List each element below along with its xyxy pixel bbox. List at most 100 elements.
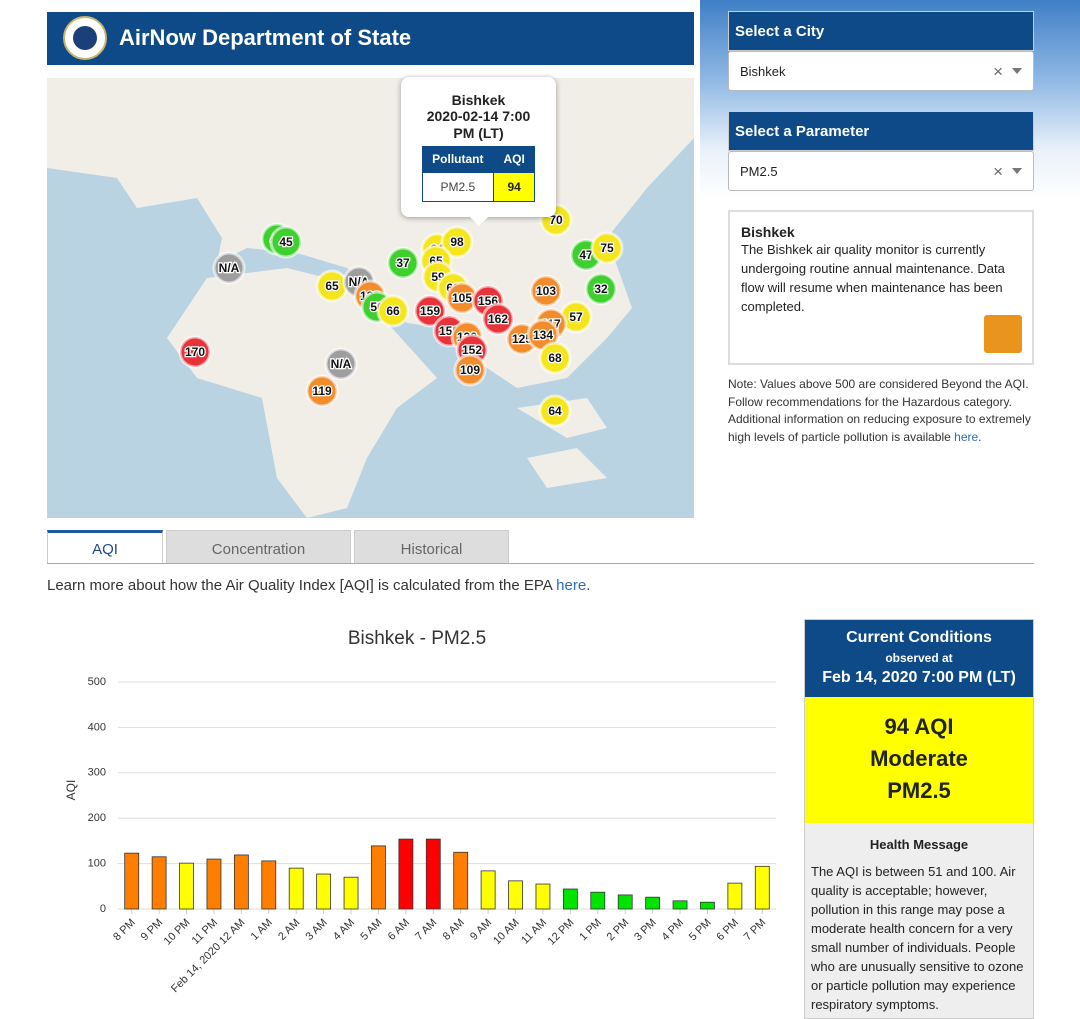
cc-header: Current Conditions observed at Feb 14, 2… (805, 620, 1033, 697)
city-select[interactable]: Bishkek × (728, 51, 1034, 91)
note-link[interactable]: here (954, 429, 979, 444)
bar (617, 894, 633, 910)
map-marker[interactable] (529, 274, 563, 308)
bar (151, 856, 167, 910)
map-marker[interactable] (269, 225, 303, 259)
marker-label: 170 (185, 345, 205, 359)
marker-label: 103 (536, 284, 556, 298)
x-tick-label: 4 PM (660, 917, 687, 944)
cc-health: Health Message The AQI is between 51 and… (805, 823, 1033, 1018)
bar (316, 873, 332, 910)
info-title: Bishkek (741, 224, 795, 240)
land-africa (167, 268, 437, 518)
map-marker[interactable] (538, 394, 572, 428)
map-marker[interactable] (305, 374, 339, 408)
map-marker[interactable] (481, 302, 515, 336)
bar (590, 891, 606, 910)
marker-label: 65 (325, 279, 339, 293)
marker-label: 37 (396, 256, 410, 270)
x-tick-label: 1 AM (249, 917, 275, 943)
map-marker[interactable] (538, 341, 572, 375)
map-marker[interactable] (440, 225, 474, 259)
cc-aqi-box: 94 AQI Moderate PM2.5 (805, 697, 1033, 823)
tab[interactable]: AQI (47, 530, 163, 563)
map-marker[interactable] (178, 335, 212, 369)
bar (535, 883, 551, 910)
marker-label: 32 (594, 282, 608, 296)
epa-link[interactable]: here (556, 577, 587, 594)
bar (179, 862, 194, 910)
map[interactable]: 4445N/A3764986559697047753210365N/A12250… (47, 78, 694, 518)
x-tick-label: 12 PM (546, 917, 577, 948)
x-tick-label: 7 AM (413, 917, 439, 943)
map-marker[interactable] (386, 246, 420, 280)
bar (233, 854, 249, 910)
popup-cell: PM2.5 (421, 172, 494, 202)
x-tick-label: 6 AM (386, 917, 412, 943)
bar (206, 858, 222, 910)
tab[interactable]: Concentration (166, 530, 351, 563)
bar (508, 880, 523, 910)
bar (288, 867, 304, 910)
info-box: Bishkek The Bishkek air quality monitor i… (728, 210, 1034, 365)
marker-label: 105 (452, 291, 472, 305)
marker-label: 57 (569, 310, 583, 324)
land-islands (517, 398, 607, 488)
x-tick-label: 8 PM (111, 917, 138, 944)
current-conditions: Current Conditions observed at Feb 14, 2… (804, 619, 1034, 1019)
tab[interactable]: Historical (354, 530, 509, 563)
marker-label: 75 (600, 241, 614, 255)
map-marker[interactable] (324, 347, 358, 381)
marker-label: 162 (488, 312, 508, 326)
popup-tip (469, 216, 489, 226)
bar (453, 851, 469, 910)
marker-label: 47 (579, 248, 593, 262)
x-tick-label: 7 PM (742, 917, 769, 944)
marker-label: 159 (420, 304, 440, 318)
x-tick-label: 1 PM (577, 917, 604, 944)
info-text: The Bishkek air quality monitor is curre… (741, 242, 1005, 314)
bar (425, 838, 441, 910)
bar (754, 865, 770, 910)
map-marker[interactable] (212, 251, 246, 285)
cc-title: Current Conditions (846, 629, 992, 646)
marker-label: 109 (460, 363, 480, 377)
cc-observed: observed at (885, 651, 953, 665)
marker-label: N/A (219, 261, 240, 275)
header-title: AirNow Department of State (119, 25, 412, 50)
bar (480, 870, 496, 910)
x-tick-label: 10 PM (162, 917, 193, 948)
x-tick-label: 3 PM (632, 917, 659, 944)
city-heading: Select a City (728, 11, 1034, 51)
marker-label: 45 (279, 235, 293, 249)
y-tick-label: 300 (88, 767, 106, 779)
marker-label: 98 (450, 235, 464, 249)
bar (727, 882, 743, 910)
x-tick-label: 3 AM (304, 917, 330, 943)
popup-col: Pollutant (422, 146, 494, 173)
epa-end: . (586, 577, 591, 594)
tab-rule (47, 563, 1034, 564)
clear-button[interactable]: × (993, 62, 1003, 81)
marker-label: 66 (386, 304, 400, 318)
popup-city: Bishkek (451, 92, 506, 108)
rss-icon[interactable] (984, 315, 1022, 353)
popup-table: Pollutant AQI PM2.5 94 (421, 146, 536, 202)
dropdown-caret[interactable] (1012, 168, 1022, 174)
map-marker[interactable] (590, 231, 624, 265)
map-marker[interactable] (584, 272, 618, 306)
bar (645, 896, 661, 910)
bar (343, 876, 359, 910)
marker-label: 119 (312, 384, 332, 398)
epa-text: Learn more about how the Air Quality Ind… (47, 577, 557, 594)
dropdown-caret[interactable] (1012, 68, 1022, 74)
map-marker[interactable] (413, 294, 447, 328)
parameter-select[interactable]: PM2.5 × (728, 151, 1034, 191)
clear-button[interactable]: × (993, 162, 1003, 181)
map-marker[interactable] (376, 294, 410, 328)
epa-note: Learn more about how the Air Quality Ind… (47, 577, 590, 594)
cc-aqi: 94 AQI (884, 714, 954, 739)
map-marker[interactable] (453, 353, 487, 387)
cc-category: Moderate (870, 746, 968, 771)
parameter-heading: Select a Parameter (728, 111, 1034, 151)
